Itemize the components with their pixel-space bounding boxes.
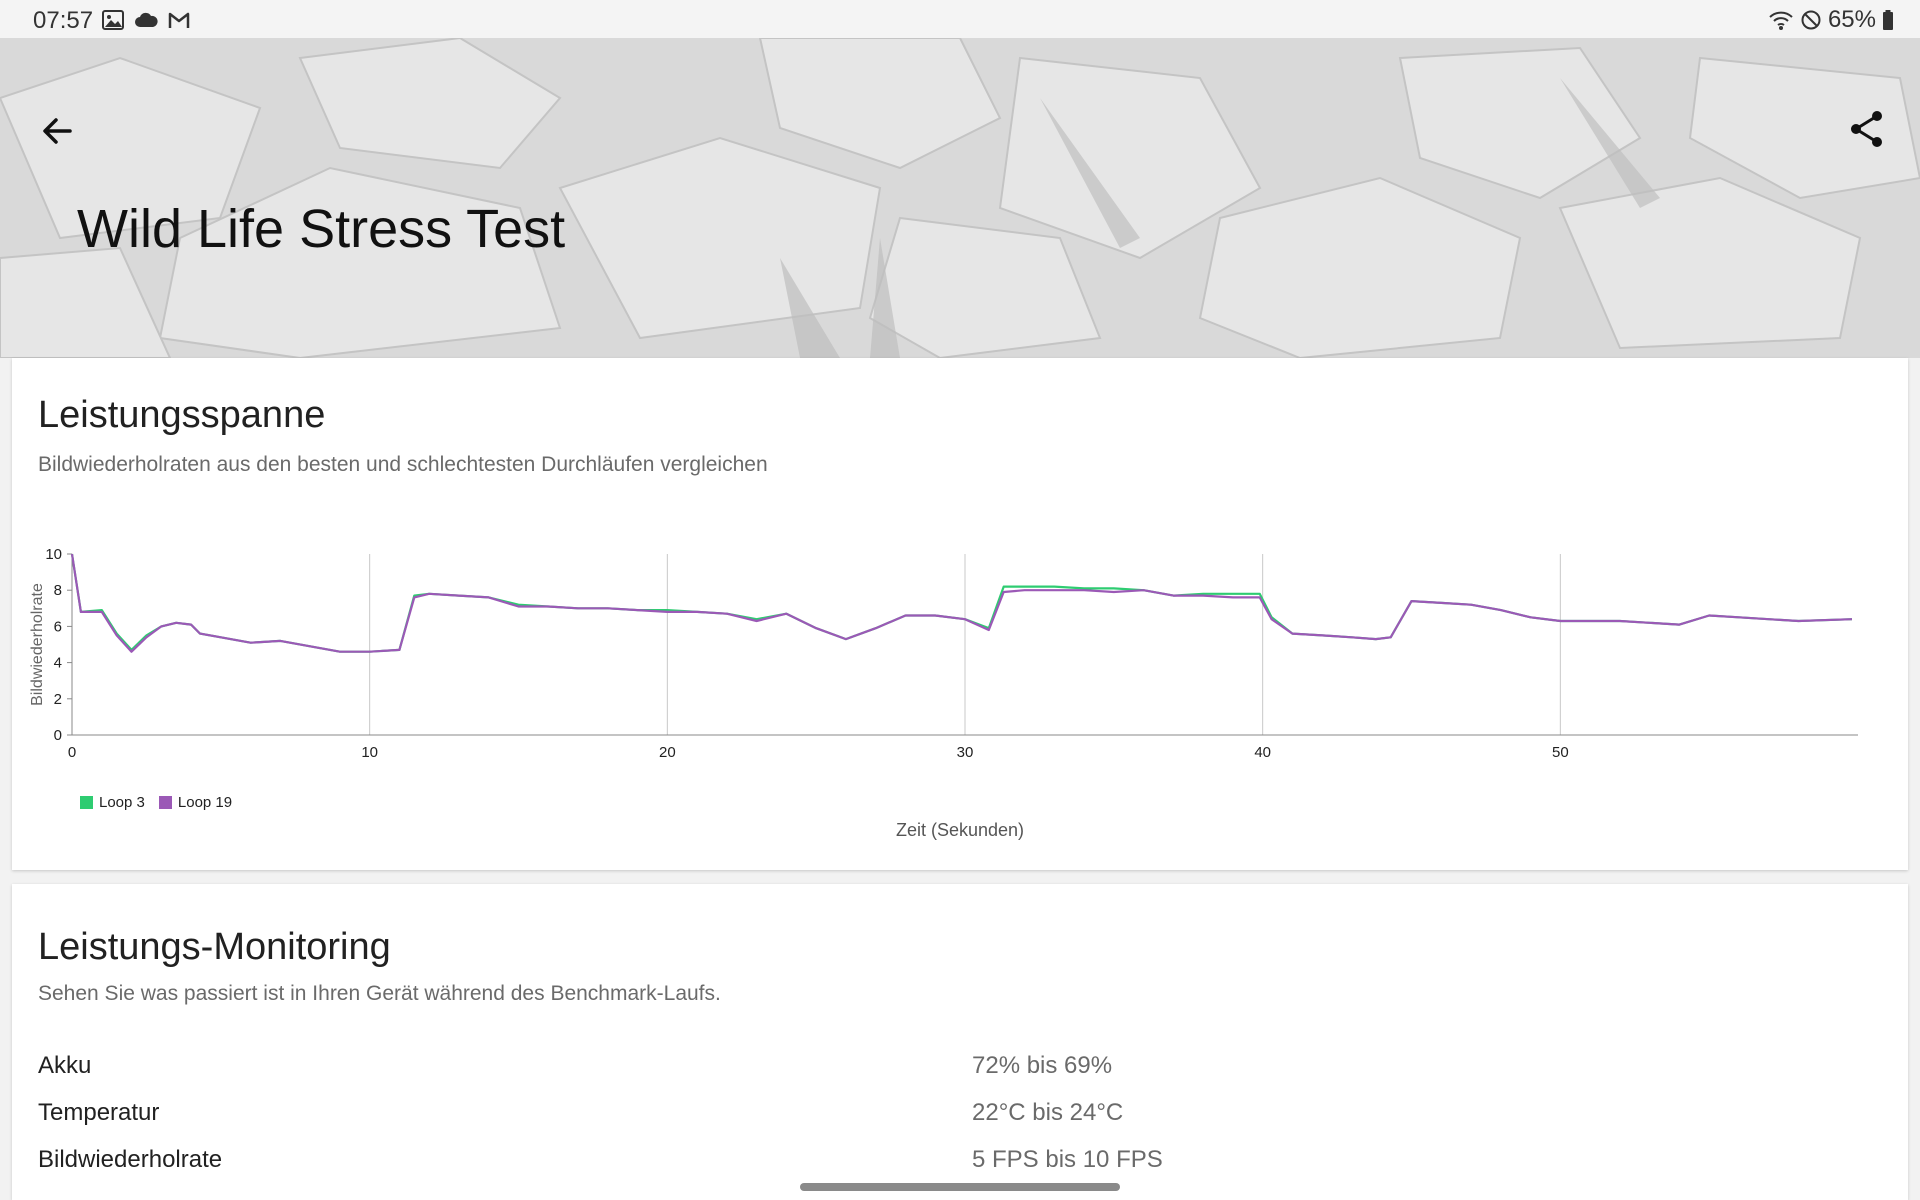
legend-item-loop-3: Loop 3 xyxy=(80,794,145,811)
do-not-disturb-icon xyxy=(1801,10,1821,30)
share-button[interactable] xyxy=(1844,106,1890,152)
metric-label: Bildwiederholrate xyxy=(38,1146,223,1173)
status-bar: 07:57 65% xyxy=(0,0,1920,38)
notification-icons xyxy=(102,8,190,32)
legend-item-loop-19: Loop 19 xyxy=(158,794,233,811)
x-tick-label: 10 xyxy=(361,744,378,761)
legend-label-loop-19: Loop 19 xyxy=(177,794,233,811)
x-tick-label: 40 xyxy=(1254,744,1271,761)
y-tick-label: 2 xyxy=(54,691,62,708)
legend-label-loop-3: Loop 3 xyxy=(99,794,145,811)
metric-label: Temperatur xyxy=(38,1099,160,1126)
battery-icon xyxy=(1883,10,1893,30)
metric-value: 5 FPS bis 10 FPS xyxy=(972,1146,1163,1173)
metric-value: 72% bis 69% xyxy=(972,1052,1113,1079)
x-axis-title: Zeit (Sekunden) xyxy=(895,820,1025,840)
gallery-icon xyxy=(102,10,124,30)
y-tick-label: 6 xyxy=(54,618,62,635)
status-right: 65% xyxy=(1768,6,1894,34)
x-tick-label: 0 xyxy=(68,744,76,761)
back-button[interactable] xyxy=(34,108,80,154)
y-tick-label: 4 xyxy=(54,655,62,672)
wifi-icon xyxy=(1769,11,1793,30)
status-time: 07:57 xyxy=(33,7,94,34)
y-axis-title: Bildwiederholrate xyxy=(29,583,46,706)
cloud-icon xyxy=(135,12,158,27)
battery-level: 65% xyxy=(1827,6,1876,33)
frame-rate-chart-svg: 0 2 4 6 8 10 0 10 20 30 40 50 Bildwiederholrate xyxy=(29,546,1858,761)
x-tick-label: 30 xyxy=(957,744,974,761)
frame-rate-chart: 0 2 4 6 8 10 0 10 20 30 40 50 Bildwiederholrate xyxy=(12,538,1908,838)
chart-legend: Loop 3 Loop 19 xyxy=(80,794,232,811)
y-tick-label: 0 xyxy=(54,727,62,744)
performance-monitoring-title: Leistungs-Monitoring xyxy=(38,926,391,968)
series-line-loop-3 xyxy=(70,553,1853,653)
x-tick-label: 20 xyxy=(659,744,676,761)
metric-label: Akku xyxy=(38,1052,92,1079)
header-banner: Wild Life Stress Test xyxy=(0,38,1920,358)
performance-range-card: Leistungsspanne Bildwiederholraten aus d… xyxy=(12,358,1908,870)
home-indicator[interactable] xyxy=(800,1183,1120,1191)
performance-range-subtitle: Bildwiederholraten aus den besten und sc… xyxy=(38,453,768,476)
y-tick-label: 10 xyxy=(45,546,62,563)
performance-monitoring-card: Leistungs-Monitoring Sehen Sie was passi… xyxy=(12,884,1908,1200)
gmail-icon xyxy=(168,12,190,28)
y-tick-label: 8 xyxy=(54,582,62,599)
legend-swatch-loop-3 xyxy=(80,796,93,809)
page-title: Wild Life Stress Test xyxy=(77,199,566,259)
legend-swatch-loop-19 xyxy=(158,796,172,809)
series-line-loop-19 xyxy=(70,553,1853,653)
performance-range-title: Leistungsspanne xyxy=(38,394,326,436)
performance-monitoring-subtitle: Sehen Sie was passiert ist in Ihren Gerä… xyxy=(38,982,721,1005)
rock-background-image xyxy=(0,38,1920,358)
x-tick-label: 50 xyxy=(1552,744,1569,761)
metric-value: 22°C bis 24°C xyxy=(972,1099,1124,1126)
